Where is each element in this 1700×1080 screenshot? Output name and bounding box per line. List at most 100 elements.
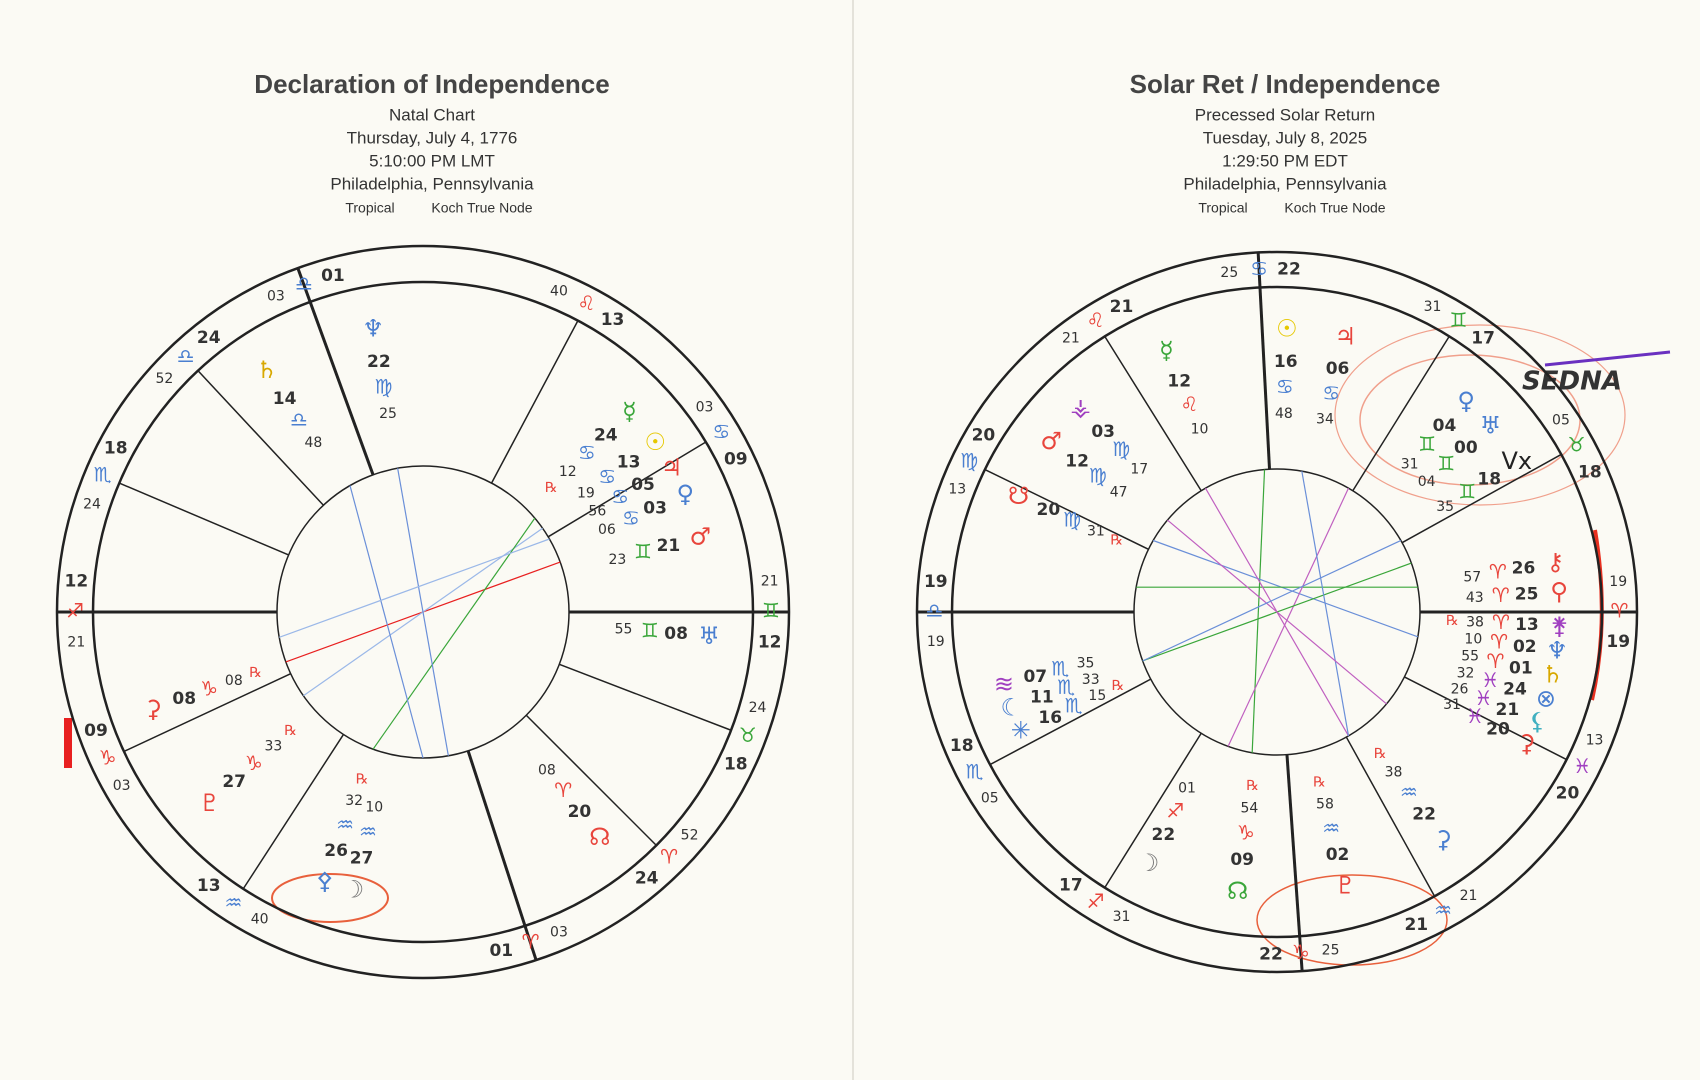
- planet-glyph: ♄: [256, 356, 278, 384]
- planet-degree: 08: [664, 624, 688, 644]
- planet-sign: ♎: [290, 408, 308, 432]
- planet-sign: ♒: [1322, 816, 1340, 840]
- cusp-degree: 12: [64, 572, 88, 592]
- scribble: [271, 873, 389, 923]
- cusp-sign: ♎: [177, 344, 195, 368]
- planet-minute: 47: [1110, 485, 1128, 501]
- aspect-line: [372, 517, 536, 750]
- planet-degree: 22: [1152, 825, 1176, 845]
- planet-glyph: ⊗: [1536, 684, 1556, 712]
- retrograde-mark: ℞: [1313, 774, 1326, 790]
- planet-sign: ♈: [1489, 560, 1507, 584]
- cusp-sign: ♊: [1450, 308, 1468, 332]
- planet-degree: 16: [1038, 708, 1062, 728]
- planet-sign: ♑: [1237, 821, 1255, 845]
- planet-glyph: ⚳: [144, 695, 162, 723]
- aspect-line: [397, 468, 449, 756]
- planet-degree: 04: [1433, 416, 1457, 436]
- planet-sign: ♋: [578, 440, 596, 464]
- house-cusp: [984, 468, 1149, 550]
- cusp-minute: 40: [550, 284, 568, 300]
- cusp-minute: 31: [1113, 909, 1131, 925]
- planet-glyph: ☽: [1138, 849, 1160, 877]
- planet-glyph: ☿: [1159, 337, 1174, 365]
- cusp-sign: ♏: [94, 463, 112, 487]
- cusp-sign: ♍: [960, 448, 978, 472]
- planet-glyph: ☋: [1008, 482, 1029, 510]
- cusp-minute: 03: [696, 399, 714, 415]
- planet-degree: 13: [617, 453, 641, 473]
- planet-sign: ♈: [554, 778, 572, 802]
- cusp-degree: 20: [1556, 783, 1580, 803]
- house-cusp: [1404, 676, 1567, 761]
- planet-sign: ♍: [1112, 437, 1130, 461]
- planet-degree: 21: [1496, 700, 1520, 720]
- planet-degree: 26: [324, 841, 348, 861]
- planet-minute: 25: [379, 406, 397, 422]
- planet-minute: 55: [1461, 649, 1479, 665]
- planet-sign: ♋: [622, 506, 640, 530]
- retrograde-mark: ℞: [1446, 613, 1459, 629]
- house-cusp: [1104, 732, 1202, 889]
- planet-glyph: ♆: [1546, 636, 1568, 664]
- planet-degree: 26: [1512, 559, 1536, 579]
- planet-minute: 57: [1463, 570, 1481, 586]
- planet-degree: 22: [367, 352, 391, 372]
- planet-glyph: ☽: [343, 876, 365, 904]
- planet-minute: 38: [1385, 764, 1403, 780]
- cusp-degree: 17: [1471, 328, 1495, 348]
- cusp-sign: ♋: [1250, 256, 1268, 280]
- house-system: Koch True Node: [1284, 200, 1385, 216]
- cusp-minute: 03: [113, 778, 131, 794]
- cusp-sign: ♌: [1087, 308, 1105, 332]
- cusp-minute: 21: [1460, 888, 1478, 904]
- planet-sign: ♏: [1057, 675, 1075, 699]
- chart-header: Natal Chart: [389, 105, 475, 124]
- planet-degree: 00: [1454, 438, 1478, 458]
- planet-degree: 09: [1230, 850, 1254, 870]
- retrograde-mark: ℞: [249, 665, 262, 681]
- planet-sign: ♏: [1051, 657, 1069, 681]
- planet-minute: 55: [615, 622, 633, 638]
- planet-glyph: ⚶: [1070, 394, 1090, 422]
- planet-glyph: ☾: [1001, 694, 1023, 722]
- planet-glyph: ♇: [199, 789, 221, 817]
- retrograde-mark: ℞: [284, 723, 297, 739]
- planet-minute: 32: [345, 793, 363, 809]
- planet-degree: 12: [1065, 451, 1089, 471]
- chart-header: 1:29:50 PM EDT: [1222, 151, 1348, 170]
- planet-glyph: ♃: [1335, 323, 1357, 351]
- cusp-minute: 05: [981, 791, 999, 807]
- chart-header: 5:10:00 PM LMT: [369, 151, 495, 170]
- house-cusp: [559, 663, 732, 731]
- aspect-line: [1227, 487, 1350, 747]
- cusp-sign: ♑: [1292, 940, 1310, 964]
- planet-sign: ♈: [1487, 649, 1505, 673]
- house-cusp: [1256, 252, 1272, 470]
- planet-degree: 02: [1513, 637, 1537, 657]
- planet-minute: 48: [1275, 406, 1293, 422]
- scribble: [1544, 350, 1671, 367]
- planet-degree: 07: [1023, 667, 1047, 687]
- chart-title: Declaration of Independence: [254, 69, 609, 99]
- cusp-minute: 21: [67, 634, 85, 650]
- planet-degree: 03: [643, 499, 667, 519]
- planet-degree: 13: [1515, 615, 1539, 635]
- retrograde-mark: ℞: [1374, 746, 1387, 762]
- cusp-degree: 09: [724, 449, 748, 469]
- planet-sign: ♊: [634, 540, 652, 564]
- house-system: Koch True Node: [431, 200, 532, 216]
- chart-header: Philadelphia, Pennsylvania: [1183, 174, 1387, 193]
- planet-glyph: ♇: [1335, 871, 1357, 899]
- house-cusp: [123, 673, 291, 753]
- planet-minute: 43: [1466, 590, 1484, 606]
- scribble: [64, 718, 72, 768]
- planet-sign: ♌: [1180, 392, 1198, 416]
- cusp-minute: 52: [155, 371, 173, 387]
- chart-left: Declaration of Independence Natal Chart Th…: [55, 69, 791, 980]
- planet-sign: ♑: [200, 676, 218, 700]
- cusp-minute: 25: [1220, 265, 1238, 281]
- planet-minute: 10: [365, 799, 383, 815]
- house-cusp: [525, 714, 657, 846]
